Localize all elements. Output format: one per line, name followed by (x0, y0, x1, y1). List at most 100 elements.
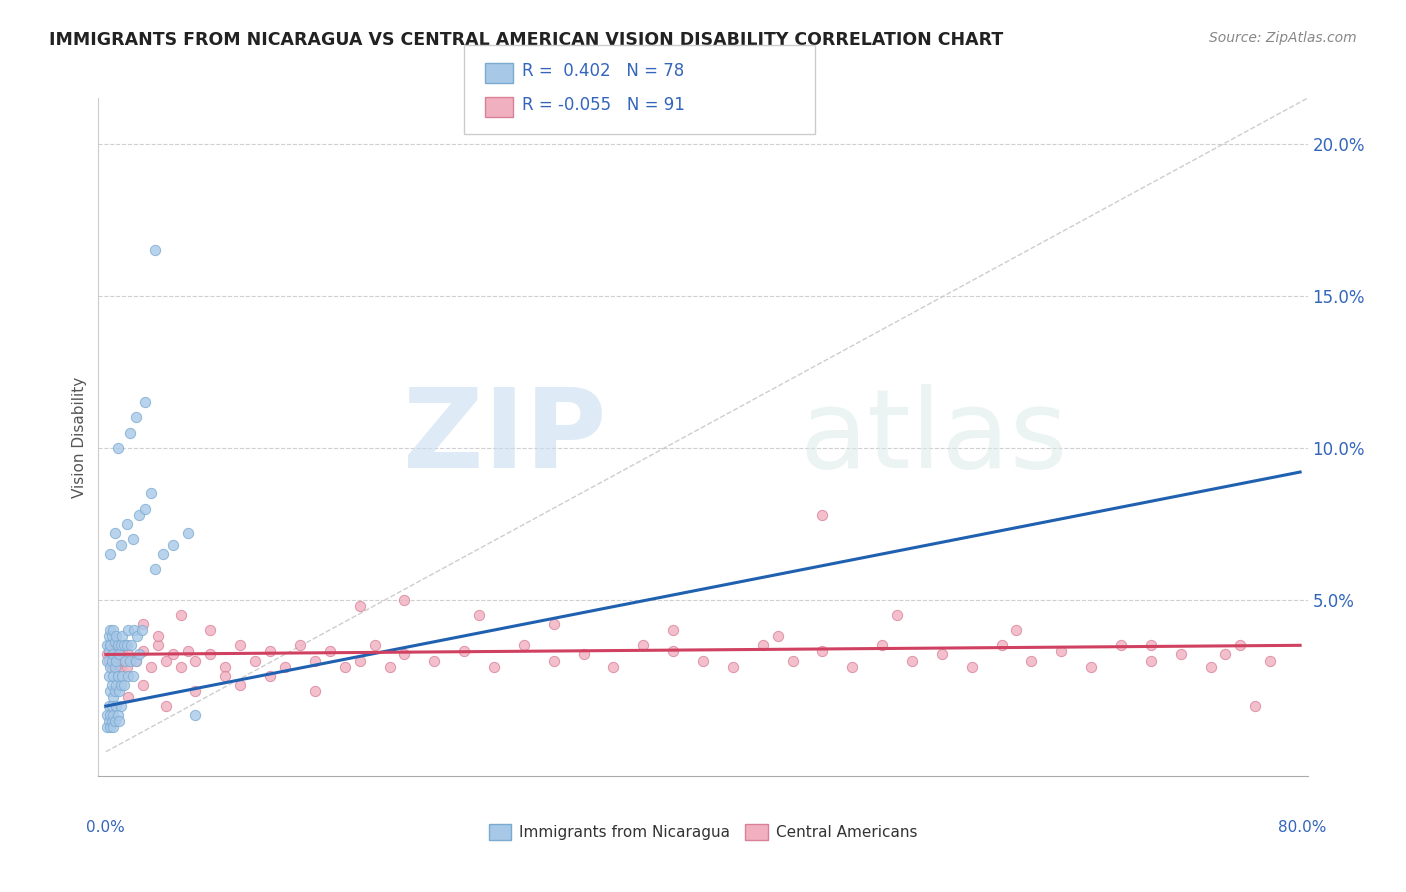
Point (886, 607, 908, 622)
Point (121, 532, 143, 546)
Point (104, 714, 127, 729)
Point (960, 659, 983, 673)
Point (108, 714, 131, 729)
Point (125, 653, 148, 667)
Point (104, 635, 127, 649)
Point (721, 659, 744, 673)
Point (155, 653, 177, 667)
Point (482, 659, 505, 673)
Point (184, 708, 207, 723)
Point (169, 607, 191, 622)
Point (110, 638, 132, 652)
Point (811, 644, 834, 658)
Point (1258, 653, 1281, 667)
Point (162, 538, 184, 552)
Text: IMMIGRANTS FROM NICARAGUA VS CENTRAL AMERICAN VISION DISABILITY CORRELATION CHAR: IMMIGRANTS FROM NICARAGUA VS CENTRAL AME… (49, 31, 1004, 49)
Point (633, 638, 655, 652)
Point (122, 623, 145, 637)
Point (990, 638, 1012, 652)
Point (766, 629, 789, 643)
Text: 0.0%: 0.0% (86, 821, 125, 835)
Point (103, 644, 125, 658)
Point (96, 708, 118, 723)
Point (97, 669, 120, 683)
Point (139, 486, 162, 500)
Point (134, 501, 156, 516)
Point (143, 243, 166, 257)
Point (104, 659, 127, 673)
Point (117, 669, 139, 683)
Text: ZIP: ZIP (404, 384, 606, 491)
Point (394, 592, 416, 607)
Point (105, 699, 128, 714)
Point (152, 547, 174, 561)
Text: R = -0.055   N = 91: R = -0.055 N = 91 (522, 96, 685, 114)
Point (105, 678, 128, 692)
Point (98, 638, 121, 652)
Legend: Immigrants from Nicaragua, Central Americans: Immigrants from Nicaragua, Central Ameri… (482, 818, 924, 847)
Point (229, 638, 252, 652)
Point (111, 629, 134, 643)
Point (349, 599, 371, 613)
Point (1199, 659, 1222, 673)
Point (1005, 623, 1028, 637)
Point (111, 669, 134, 683)
Point (162, 648, 184, 662)
Point (200, 648, 222, 662)
Point (120, 638, 142, 652)
Point (115, 659, 138, 673)
Point (97, 653, 120, 667)
Point (107, 638, 129, 652)
Point (107, 669, 129, 683)
Point (782, 653, 804, 667)
Point (155, 699, 177, 714)
Point (1215, 648, 1237, 662)
Point (1170, 648, 1192, 662)
Point (139, 659, 162, 673)
Point (103, 623, 125, 637)
Point (101, 714, 124, 729)
Point (128, 648, 150, 662)
Point (901, 653, 924, 667)
Point (602, 659, 624, 673)
Point (692, 653, 714, 667)
Point (101, 699, 124, 714)
Point (333, 659, 356, 673)
Point (115, 516, 138, 531)
Point (177, 644, 200, 658)
Point (97, 629, 120, 643)
Point (103, 648, 125, 662)
Point (121, 669, 143, 683)
Point (117, 690, 139, 704)
Point (98, 720, 121, 734)
Point (105, 629, 128, 643)
Point (107, 708, 129, 723)
Point (108, 684, 131, 698)
Y-axis label: Vision Disability: Vision Disability (72, 376, 87, 498)
Point (131, 623, 153, 637)
Point (841, 659, 863, 673)
Point (423, 653, 446, 667)
Point (127, 629, 149, 643)
Point (259, 669, 281, 683)
Point (118, 425, 141, 440)
Point (103, 669, 125, 683)
Point (1140, 638, 1163, 652)
Point (115, 638, 138, 652)
Point (132, 617, 155, 632)
Point (132, 644, 155, 658)
Point (96, 653, 118, 667)
Point (132, 678, 155, 692)
Point (101, 678, 124, 692)
Point (117, 623, 139, 637)
Point (1080, 659, 1102, 673)
Point (98, 547, 121, 561)
Point (104, 653, 127, 667)
Point (1021, 653, 1043, 667)
Point (229, 678, 252, 692)
Point (931, 648, 953, 662)
Point (101, 659, 124, 673)
Point (304, 684, 326, 698)
Point (110, 699, 132, 714)
Text: atlas: atlas (800, 384, 1069, 491)
